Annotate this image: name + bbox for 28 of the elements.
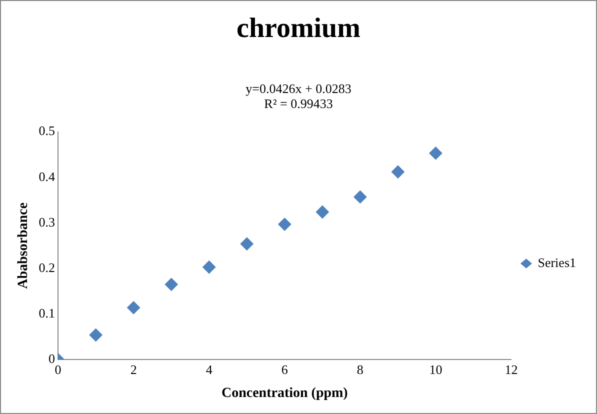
x-tick-label: 2 (130, 362, 137, 377)
text: R² = 0.99433 (263, 96, 334, 111)
y-tick-label: 0.3 (38, 214, 56, 230)
point (429, 146, 442, 160)
point (391, 165, 404, 178)
point (89, 328, 102, 342)
point (127, 301, 140, 314)
y-tick-label: 0.2 (38, 260, 56, 275)
legend-label: Series1 (538, 254, 576, 270)
y-tick-label: 0 (48, 351, 56, 366)
x-tick-label: 12 (504, 362, 518, 377)
y-axis-title: Ababsorbance (16, 202, 32, 289)
text: y=0.0426x + 0.0283 (244, 81, 352, 96)
x-tick-label: 10 (429, 362, 442, 377)
y-tick-label: 0.5 (38, 123, 56, 138)
x-tick-label: 4 (206, 362, 213, 377)
point (202, 260, 216, 274)
x-tick-label: 6 (281, 362, 288, 377)
point (164, 278, 178, 291)
point (354, 190, 367, 204)
point (278, 218, 292, 231)
y-tick-label: 0.4 (38, 168, 56, 184)
x-tick-label: 8 (356, 362, 364, 377)
point (240, 237, 254, 250)
x-axis-title: Concentration (ppm) (221, 386, 348, 402)
chart-title: chromium (236, 13, 362, 45)
y-tick-label: 0.1 (38, 305, 56, 320)
point (316, 205, 329, 218)
